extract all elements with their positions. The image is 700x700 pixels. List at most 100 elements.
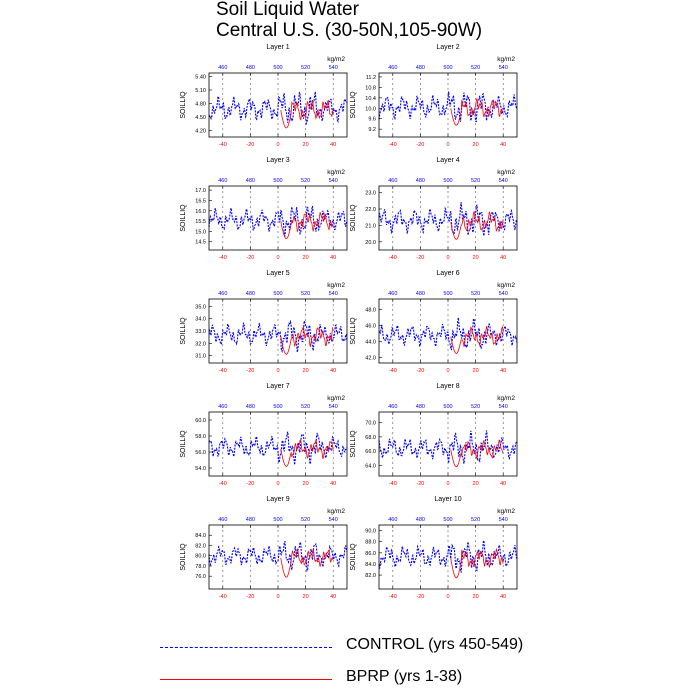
y-tick-label: 35.0 bbox=[195, 304, 206, 310]
legend-label-bprp: BPRP (yrs 1-38) bbox=[346, 668, 463, 685]
control-series-line bbox=[208, 431, 348, 465]
y-tick-label: 4.80 bbox=[195, 101, 206, 107]
top-x-tick-label: 540 bbox=[499, 291, 508, 297]
top-axis-unit-label: kg/m2 bbox=[327, 508, 345, 515]
top-axis-unit-label: kg/m2 bbox=[497, 169, 515, 176]
y-tick-label: 76.0 bbox=[195, 574, 206, 580]
x-tick-label: 40 bbox=[500, 142, 506, 148]
y-tick-label: 31.0 bbox=[195, 354, 206, 360]
y-axis-label: SOILLIQ bbox=[180, 543, 187, 571]
top-x-tick-label: 460 bbox=[218, 517, 227, 523]
x-tick-label: -40 bbox=[219, 142, 227, 148]
y-tick-label: 46.0 bbox=[365, 323, 376, 329]
top-axis-unit-label: kg/m2 bbox=[327, 169, 345, 176]
x-tick-label: 20 bbox=[303, 481, 309, 487]
x-tick-label: 0 bbox=[446, 594, 449, 600]
x-tick-label: -20 bbox=[246, 142, 254, 148]
bprp-series-line bbox=[450, 210, 504, 240]
top-x-tick-label: 460 bbox=[218, 178, 227, 184]
y-tick-label: 16.0 bbox=[195, 209, 206, 215]
panel-title: Layer 3 bbox=[266, 157, 289, 164]
panel-title: Layer 8 bbox=[436, 383, 459, 390]
y-tick-label: 56.0 bbox=[195, 450, 206, 456]
top-x-tick-label: 520 bbox=[301, 65, 310, 71]
chart-panel-layer-4: Layer 4 SOILLIQ kg/m2 20.0 21.0 22.0 23.0 -40 -2… bbox=[350, 157, 518, 261]
top-x-tick-label: 480 bbox=[416, 517, 425, 523]
y-tick-label: 33.0 bbox=[195, 329, 206, 335]
chart-panel-layer-5: Layer 5 SOILLIQ kg/m2 31.0 32.0 33.0 34.0 35.0 -… bbox=[180, 270, 348, 374]
x-tick-label: -40 bbox=[219, 481, 227, 487]
control-series-line bbox=[208, 318, 348, 353]
top-x-tick-label: 540 bbox=[499, 65, 508, 71]
chart-panel-layer-8: Layer 8 SOILLIQ kg/m2 64.0 66.0 68.0 70.0 -40 -2… bbox=[350, 383, 518, 487]
top-x-tick-label: 460 bbox=[218, 291, 227, 297]
y-axis-label: SOILLIQ bbox=[180, 204, 187, 232]
y-tick-label: 10.0 bbox=[365, 106, 376, 112]
y-tick-label: 9.2 bbox=[368, 127, 376, 133]
y-tick-label: 15.0 bbox=[195, 229, 206, 235]
top-x-tick-label: 500 bbox=[273, 65, 282, 71]
top-x-tick-label: 540 bbox=[499, 404, 508, 410]
y-tick-label: 11.2 bbox=[366, 75, 376, 81]
y-tick-label: 90.0 bbox=[365, 529, 376, 535]
top-x-tick-label: 480 bbox=[416, 404, 425, 410]
bprp-series-line bbox=[280, 325, 334, 355]
panel-title: Layer 10 bbox=[434, 496, 461, 503]
x-tick-label: 40 bbox=[500, 594, 506, 600]
chart-panel-layer-3: Layer 3 SOILLIQ kg/m2 14.5 15.0 15.5 16.0 16.5 1… bbox=[180, 157, 348, 261]
x-tick-label: -40 bbox=[219, 594, 227, 600]
y-tick-label: 5.40 bbox=[195, 75, 206, 81]
x-tick-label: 40 bbox=[330, 368, 336, 374]
x-tick-label: -40 bbox=[389, 142, 397, 148]
top-x-tick-label: 500 bbox=[443, 65, 452, 71]
y-tick-label: 4.50 bbox=[195, 115, 206, 121]
chart-panel-layer-7: Layer 7 SOILLIQ kg/m2 54.0 56.0 58.0 60.0 -40 -2… bbox=[180, 383, 348, 487]
x-tick-label: -20 bbox=[416, 481, 424, 487]
top-x-tick-label: 500 bbox=[273, 178, 282, 184]
x-tick-label: 20 bbox=[303, 368, 309, 374]
top-x-tick-label: 460 bbox=[388, 65, 397, 71]
y-tick-label: 10.8 bbox=[365, 85, 376, 91]
x-tick-label: -40 bbox=[389, 368, 397, 374]
x-tick-label: -40 bbox=[389, 594, 397, 600]
x-tick-label: 0 bbox=[276, 255, 279, 261]
top-x-tick-label: 520 bbox=[301, 178, 310, 184]
top-x-tick-label: 460 bbox=[388, 178, 397, 184]
panel-title: Layer 1 bbox=[266, 44, 289, 51]
y-tick-label: 68.0 bbox=[365, 435, 376, 441]
y-axis-label: SOILLIQ bbox=[350, 91, 357, 119]
control-series-line bbox=[378, 540, 518, 573]
bprp-series-line bbox=[450, 325, 504, 354]
y-tick-label: 82.0 bbox=[195, 543, 206, 549]
legend-swatch-control bbox=[160, 647, 332, 648]
x-tick-label: -20 bbox=[416, 255, 424, 261]
chart-subtitle: Central U.S. (30-50N,105-90W) bbox=[216, 20, 483, 41]
legend-item-bprp: BPRP (yrs 1-38) bbox=[160, 668, 580, 692]
x-tick-label: 20 bbox=[473, 368, 479, 374]
top-x-tick-label: 540 bbox=[329, 291, 338, 297]
y-tick-label: 4.20 bbox=[195, 128, 206, 134]
y-tick-label: 60.0 bbox=[195, 418, 206, 424]
bprp-series-line bbox=[450, 439, 504, 468]
x-tick-label: -20 bbox=[416, 368, 424, 374]
y-tick-label: 20.0 bbox=[365, 240, 376, 246]
top-axis-unit-label: kg/m2 bbox=[327, 282, 345, 289]
control-series-line bbox=[378, 316, 518, 351]
panel-title: Layer 9 bbox=[266, 496, 289, 503]
y-axis-label: SOILLIQ bbox=[350, 317, 357, 345]
top-x-tick-label: 480 bbox=[246, 404, 255, 410]
x-tick-label: 20 bbox=[473, 142, 479, 148]
x-tick-label: 40 bbox=[500, 368, 506, 374]
x-tick-label: 40 bbox=[330, 594, 336, 600]
top-x-tick-label: 500 bbox=[273, 404, 282, 410]
top-axis-unit-label: kg/m2 bbox=[497, 508, 515, 515]
x-tick-label: 40 bbox=[500, 255, 506, 261]
x-tick-label: -20 bbox=[416, 142, 424, 148]
y-tick-label: 70.0 bbox=[365, 421, 376, 427]
control-series-line bbox=[378, 91, 518, 123]
y-tick-label: 22.0 bbox=[365, 207, 376, 213]
top-axis-unit-label: kg/m2 bbox=[327, 56, 345, 63]
y-tick-label: 42.0 bbox=[365, 355, 376, 361]
control-series-line bbox=[378, 201, 518, 237]
bprp-series-line bbox=[280, 99, 334, 129]
